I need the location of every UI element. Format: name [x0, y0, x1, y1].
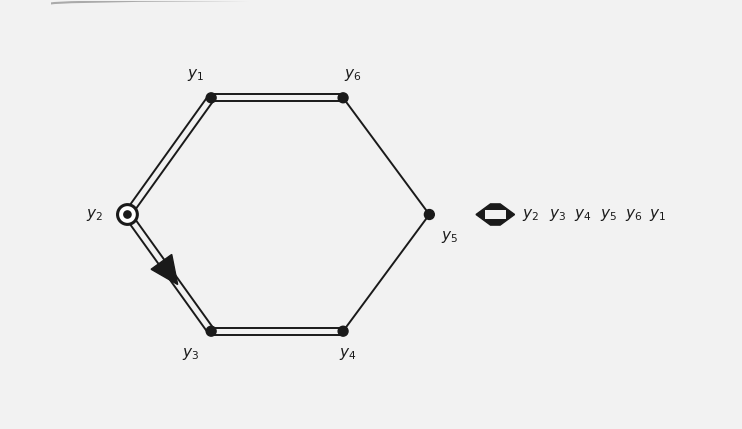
- Polygon shape: [485, 210, 506, 219]
- Text: $y_{4}$: $y_{4}$: [574, 206, 592, 223]
- Circle shape: [338, 93, 348, 103]
- Circle shape: [424, 209, 434, 220]
- Text: $y_{2}$: $y_{2}$: [86, 206, 103, 223]
- Polygon shape: [476, 204, 515, 225]
- Text: $y_{6}$: $y_{6}$: [344, 67, 362, 83]
- Circle shape: [338, 326, 348, 336]
- Text: $y_{5}$: $y_{5}$: [441, 230, 459, 245]
- Text: $y_{6}$: $y_{6}$: [625, 206, 643, 223]
- Circle shape: [117, 205, 137, 224]
- Circle shape: [206, 326, 216, 336]
- Text: $y_{3}$: $y_{3}$: [183, 346, 200, 362]
- Text: $y_{1}$: $y_{1}$: [188, 67, 205, 83]
- Circle shape: [124, 211, 131, 218]
- Text: $y_{4}$: $y_{4}$: [339, 346, 357, 362]
- Text: $y_{3}$: $y_{3}$: [549, 206, 566, 223]
- Text: $y_{2}$: $y_{2}$: [522, 206, 539, 223]
- Polygon shape: [151, 254, 177, 284]
- Text: $y_{5}$: $y_{5}$: [600, 206, 617, 223]
- Text: $y_{1}$: $y_{1}$: [649, 206, 666, 223]
- Circle shape: [206, 93, 216, 103]
